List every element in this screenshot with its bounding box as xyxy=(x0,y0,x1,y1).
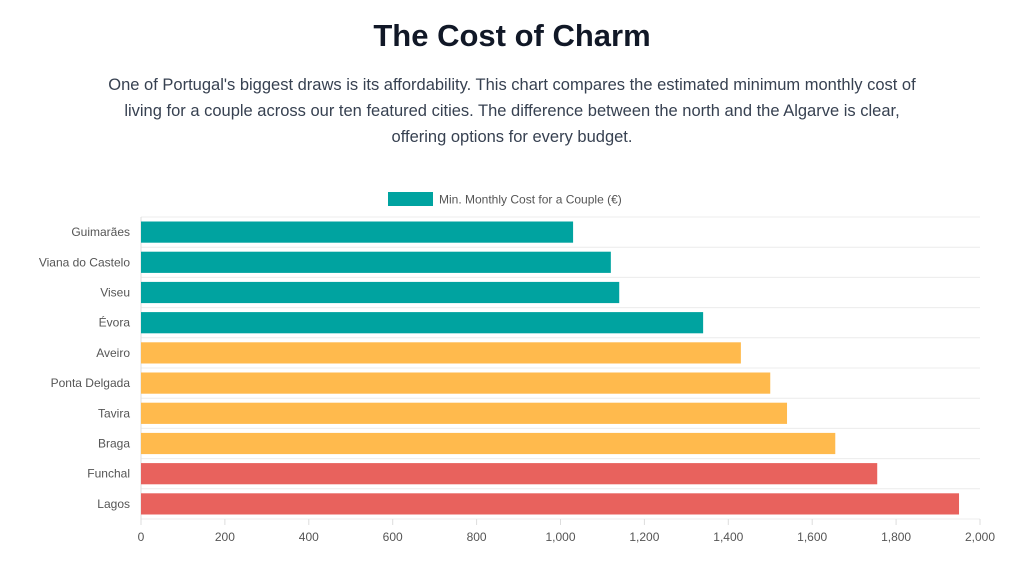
legend-swatch xyxy=(388,192,433,206)
x-axis-tick-labels: 0 200 400 600 800 1,000 1,200 1,400 1,600 1,800 2,… xyxy=(138,530,996,544)
x-tick-label: 2,000 xyxy=(965,530,995,544)
category-label: Lagos xyxy=(97,497,130,511)
chart-title: The Cost of Charm xyxy=(373,18,651,53)
category-label: Tavira xyxy=(98,406,130,420)
x-tick-label: 400 xyxy=(299,530,319,544)
category-label: Ponta Delgada xyxy=(51,376,131,390)
category-label: Funchal xyxy=(87,467,130,481)
bar[interactable] xyxy=(141,493,960,515)
x-tick-label: 800 xyxy=(467,530,487,544)
category-label: Évora xyxy=(99,315,131,330)
bar[interactable] xyxy=(141,463,878,485)
x-tick-label: 0 xyxy=(138,530,145,544)
x-tick-label: 1,000 xyxy=(545,530,575,544)
bar[interactable] xyxy=(141,281,620,304)
bar[interactable] xyxy=(141,251,611,273)
x-tick-label: 1,600 xyxy=(797,530,827,544)
bars xyxy=(141,221,960,515)
category-label: Aveiro xyxy=(96,346,130,360)
bar[interactable] xyxy=(141,312,704,334)
bar[interactable] xyxy=(141,221,574,243)
chart-legend: Min. Monthly Cost for a Couple (€) xyxy=(388,192,622,207)
category-label: Guimarães xyxy=(71,225,130,239)
category-labels: Guimarães Viana do Castelo Viseu Évora Aveir… xyxy=(39,225,131,511)
x-tick-label: 200 xyxy=(215,530,235,544)
category-label: Viana do Castelo xyxy=(39,255,131,269)
chart-subtitle: One of Portugal's biggest draws is its a… xyxy=(108,76,916,146)
x-tick-label: 1,200 xyxy=(629,530,659,544)
category-label: Viseu xyxy=(100,286,130,300)
x-tick-label: 1,800 xyxy=(881,530,911,544)
x-tick-label: 1,400 xyxy=(713,530,743,544)
legend-label: Min. Monthly Cost for a Couple (€) xyxy=(439,193,622,207)
x-tick-label: 600 xyxy=(383,530,403,544)
grid-lines xyxy=(140,216,981,525)
bar[interactable] xyxy=(141,342,741,364)
bar[interactable] xyxy=(141,432,836,455)
bar[interactable] xyxy=(141,402,788,424)
bar[interactable] xyxy=(141,372,771,394)
category-label: Braga xyxy=(98,437,130,451)
